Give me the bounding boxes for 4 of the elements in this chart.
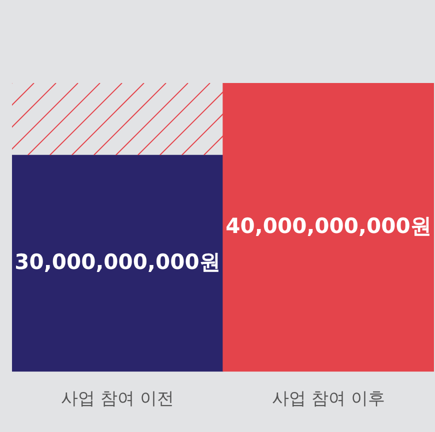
data-label: 40,000,000,000원 xyxy=(226,214,432,238)
x-tick-label: 사업 참여 이전 xyxy=(61,389,174,410)
x-tick-label: 사업 참여 이후 xyxy=(272,389,385,410)
data-label: 30,000,000,000원 xyxy=(14,250,220,274)
